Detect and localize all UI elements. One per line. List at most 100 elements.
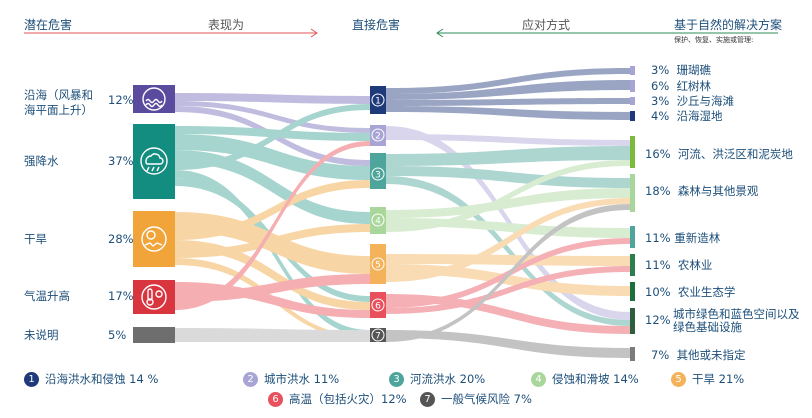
red-arrow-head [310,28,318,38]
legend-label-6: 高温（包括火灾）12% [289,392,407,406]
flow-3-river [386,146,630,166]
solution-bar-river [630,136,635,168]
direct-node-7 [370,328,386,342]
legend-badge-3: 3 [389,371,404,387]
solution-agroforest: 11% 农林业 [645,258,713,272]
flow-drought-4 [175,224,370,258]
header-manifest: 表现为 [208,18,245,32]
flow-4-reforest [386,218,630,238]
flow-rain-2 [175,126,370,141]
heavy-rain-icon [140,147,168,175]
legend-item-1: 1 沿海洪水和侵蚀 14 % [24,371,158,387]
flow-heat-5 [175,274,370,302]
direct-node-3 [370,153,386,189]
solution-bar-forest [630,174,635,212]
solution-bars [630,66,635,361]
flow-1-wetland [386,106,630,120]
solution-bar-urban [630,308,635,334]
legend-label-1: 沿海洪水和侵蚀 14 % [45,372,159,386]
flow-6-reforest [386,238,630,308]
solution-bar-wetland [630,111,635,121]
flow-drought-3 [175,180,370,240]
hazard-box-coastal [133,85,175,113]
flow-5-forest [386,198,630,282]
legend-badge-7: 7 [420,391,435,407]
hazard-pct-heat: 17% [108,289,134,303]
flow-coastal-1 [175,93,370,104]
solution-coral: 3% 珊瑚礁 [651,63,712,77]
direct-label-1: 1 [375,97,381,107]
legend-badge-5: 5 [671,371,686,387]
hazard-label-coastal: 沿海（风暴和海平面上升） [24,88,93,117]
solution-agroeco: 10% 农业生态学 [645,285,736,299]
legend-item-2: 2 城市洪水 11% [243,371,339,387]
solution-bar-agroeco [630,282,635,301]
header-nbs: 基于自然的解决方案 [674,18,783,32]
flow-3-urban [386,176,630,326]
flow-7-forest [386,204,630,342]
legend-item-3: 3 河流洪水 20% [389,371,485,387]
coastal-wave-icon [142,87,166,111]
thermometer-sun-icon [141,284,167,310]
solution-bar-coral [630,66,635,75]
legend-item-5: 5 干旱 21% [671,371,744,387]
direct-node-1 [370,86,386,114]
solution-urban: 12% [645,313,671,327]
flow-5-agroforest [386,254,630,266]
flow-5-agroeco [386,264,630,296]
flow-coastal-2 [175,101,370,133]
flow-4-river [386,160,630,232]
hazard-label-drought: 干旱 [24,232,47,246]
solution-bar-agroforest [630,254,635,276]
flow-rain-7 [175,170,370,336]
legend-label-5: 干旱 21% [692,372,745,386]
hazard-pct-rain: 37% [108,154,134,168]
solution-wetland: 4% 沿海湿地 [651,109,723,123]
flow-2-river [386,134,630,146]
flow-rain-4 [175,150,370,224]
hazard-pct-coastal: 12% [108,93,134,107]
hazard-box-rain [133,124,175,199]
direct-label-5: 5 [375,261,381,271]
direct-label-6: 6 [375,302,381,312]
hazard-label-unspecified: 未说明 [24,328,59,342]
direct-label-3: 3 [375,171,381,181]
direct-label-2: 2 [375,132,381,142]
legend-label-4: 侵蚀和滑坡 14% [552,372,639,386]
solution-reforest: 11% 重新造林 [645,231,721,245]
legend-badge-6: 6 [268,391,283,407]
direct-label-4: 4 [375,217,381,227]
direct-node-5 [370,244,386,284]
hazard-pct-unspecified: 5% [108,328,127,342]
hazard-box-unspecified [133,327,175,343]
drought-icon [141,226,167,252]
solution-mangrove: 6% 红树林 [651,79,712,93]
flow-1-mangrove [386,80,630,100]
legend-label-2: 城市洪水 11% [264,372,340,386]
sankey-diagram: 1 2 3 4 5 6 7 [133,66,635,361]
legend-item-4: 4 侵蚀和滑坡 14% [531,371,639,387]
flow-4-forest [386,188,630,218]
flow-drought-6 [175,240,370,310]
legend-label-3: 河流洪水 20% [410,372,486,386]
hazard-box-drought [133,211,175,267]
green-arrow-head [436,28,444,38]
flow-1-dune [386,98,630,106]
flow-6-agroforest [386,266,630,314]
direct-node-4 [370,207,386,234]
header-response: 应对方式 [522,18,571,32]
legend-badge-4: 4 [531,371,546,387]
direct-node-labels: 1 2 3 4 5 6 7 [371,93,385,342]
solution-dune: 3% 沙丘与海滩 [651,94,735,108]
flow-3-forest [386,166,630,188]
header-nbs-sub: 保护、恢复、实施或管理: [674,36,754,44]
header-hazards: 潜在危害 [24,18,73,32]
header-direct: 直接危害 [352,18,401,32]
flow-7-other [386,330,630,358]
flow-6-urban [386,294,630,334]
hazard-label-rain: 强降水 [24,154,59,168]
direct-node-6 [370,292,386,318]
legend-badge-1: 1 [24,371,39,387]
flow-rain-3 [175,134,370,180]
flow-rain-1 [175,104,370,170]
